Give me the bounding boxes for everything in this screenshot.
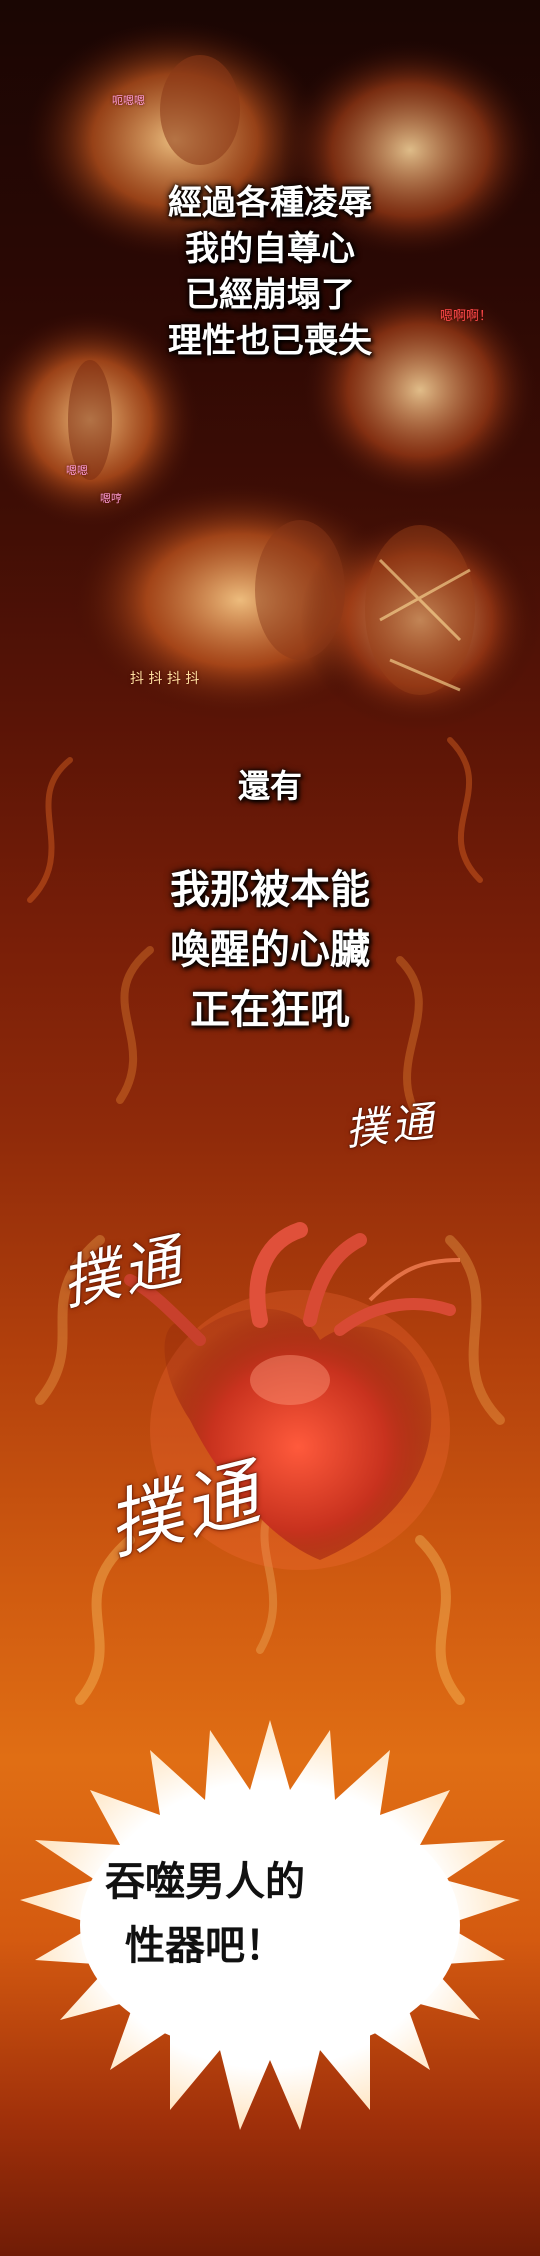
panel-moan-text-3: 嗯嗯: [66, 464, 88, 477]
narration-block-1: 經過各種凌辱 我的自尊心 已經崩塌了 理性也已喪失: [0, 180, 540, 364]
panel-moan-text-4: 嗯哼: [100, 492, 122, 505]
narration-line: 經過各種凌辱: [168, 183, 372, 223]
narration-block-3: 我那被本能 喚醒的心臟 正在狂吼: [0, 860, 540, 1040]
heart-illustration: [124, 1222, 461, 1570]
narration-line: 正在狂吼: [190, 987, 350, 1033]
narration-line: 已經崩塌了: [185, 275, 355, 315]
narration-line: 還有: [237, 767, 302, 805]
sfx-thump-1: 撲通: [343, 1096, 440, 1155]
speech-burst: [20, 1720, 520, 2130]
narration-line: 我那被本能: [170, 867, 370, 913]
memory-panels: [0, 20, 540, 730]
burst-line: 性器吧！: [125, 1923, 285, 1969]
flame-wisps: [27, 737, 505, 1705]
panel-moan-text-2: 嗯啊啊！: [440, 309, 493, 324]
narration-line: 理性也已喪失: [168, 321, 372, 361]
panel-moan-text-1: 呃嗯嗯: [112, 94, 145, 107]
narration-line: 喚醒的心臟: [170, 927, 370, 973]
burst-caption: 吞噬男人的 性器吧！: [60, 1850, 350, 1978]
panel-shiver-text: 抖 抖 抖 抖: [130, 671, 200, 687]
burst-line: 吞噬男人的: [105, 1859, 305, 1905]
narration-block-2: 還有: [0, 762, 540, 810]
narration-line: 我的自尊心: [185, 229, 355, 269]
